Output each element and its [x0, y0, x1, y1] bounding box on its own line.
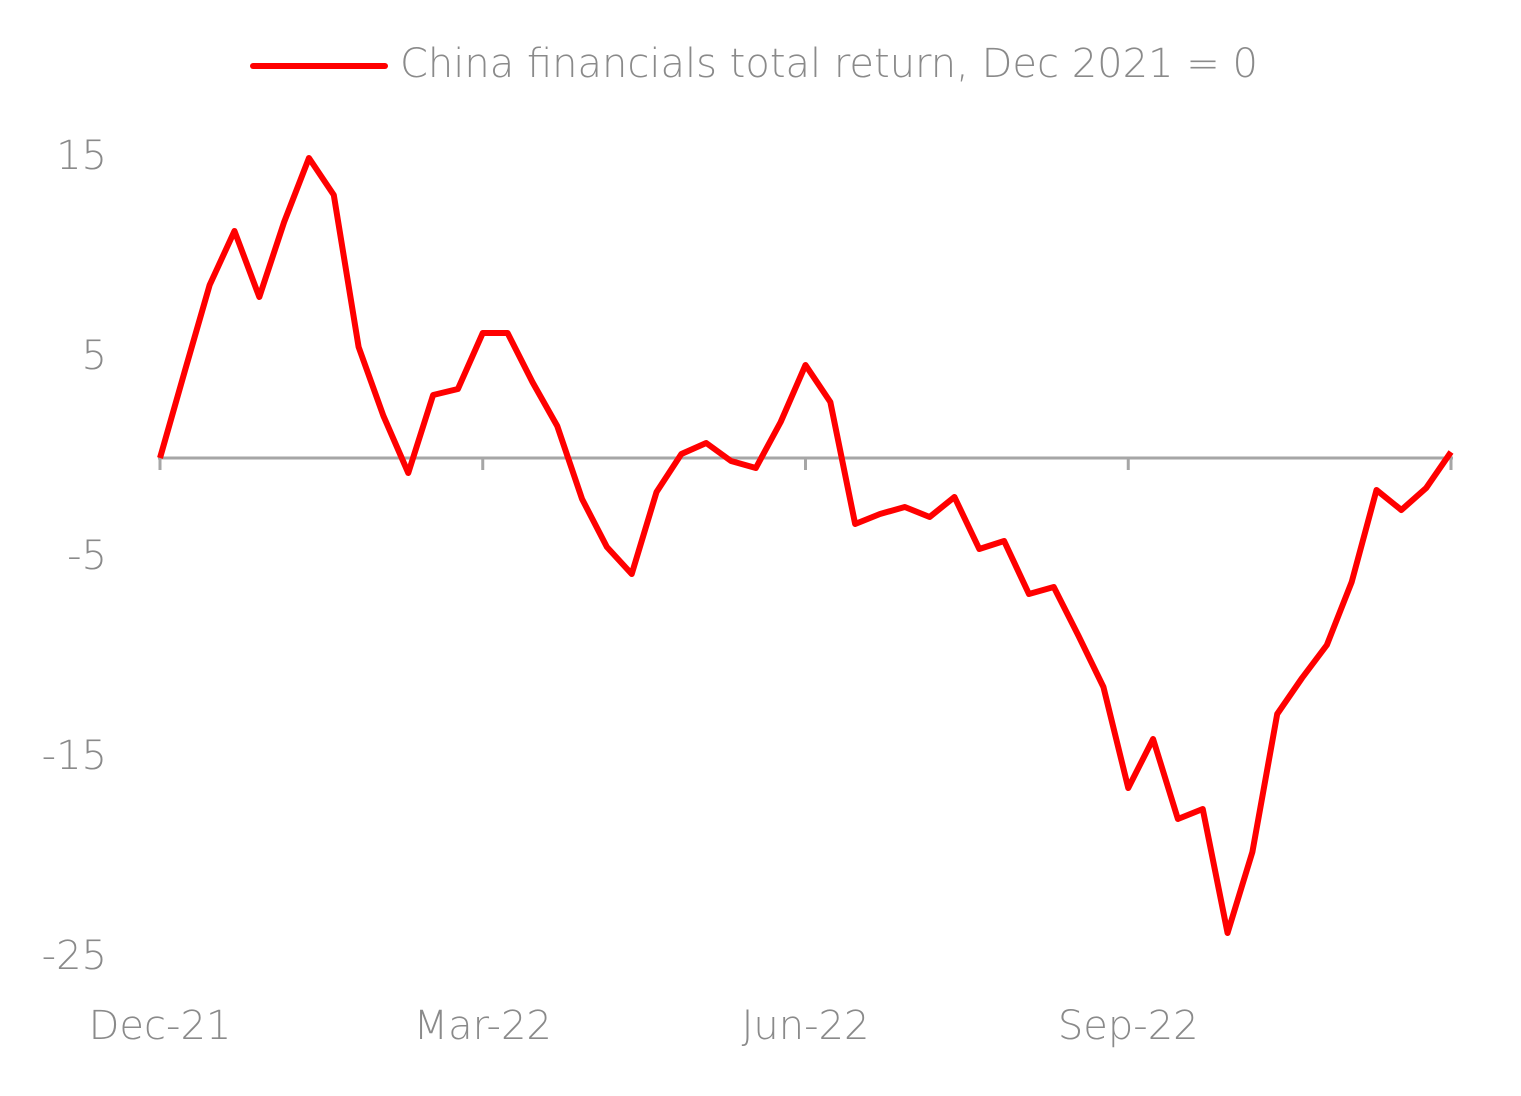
- x-tick-label: Sep-22: [1058, 1003, 1199, 1049]
- x-tick-label: Mar-22: [414, 1003, 552, 1049]
- y-tick-label: -5: [67, 533, 107, 579]
- y-tick-label: -15: [42, 733, 107, 779]
- y-tick-label: 15: [56, 133, 107, 179]
- y-tick-label: -25: [42, 933, 107, 979]
- x-tick-label: Dec-21: [89, 1003, 232, 1049]
- data-line: [157, 155, 1454, 936]
- legend-label: China financials total return, Dec 2021 …: [400, 41, 1258, 87]
- y-tick-label: 5: [82, 333, 107, 379]
- x-tick-label: Jun-22: [742, 1003, 870, 1049]
